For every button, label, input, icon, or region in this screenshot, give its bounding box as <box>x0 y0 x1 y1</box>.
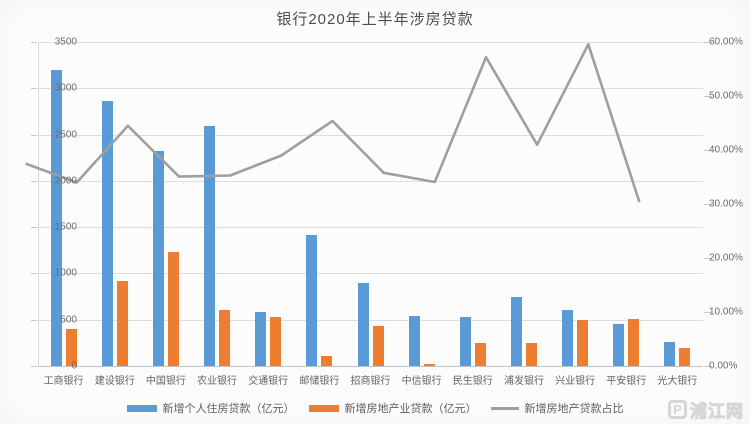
legend-item-loan-ratio: 新增房地产贷款占比 <box>490 400 624 416</box>
right-axis-label: 0.00% <box>709 360 738 372</box>
left-axis-tick <box>31 319 37 321</box>
category-label-11: 兴业银行 <box>555 376 596 387</box>
category-label-13: 光大银行 <box>657 376 698 387</box>
right-axis-tick <box>704 366 712 367</box>
pujiang-watermark: P 浦江网 <box>668 397 744 422</box>
legend-item-personal-housing-loans: 新增个人住房贷款（亿元） <box>126 400 295 416</box>
category-label-5: 交通银行 <box>248 376 289 387</box>
right-axis-label: 20.00% <box>709 252 743 264</box>
left-axis-tick <box>31 180 37 182</box>
left-axis-tick <box>31 134 37 136</box>
right-axis-tick <box>704 312 712 313</box>
legend-item-real-estate-loans: 新增房地产业贷款（亿元） <box>308 400 477 416</box>
right-axis-tick <box>704 258 712 259</box>
category-label-6: 邮储银行 <box>299 376 340 387</box>
right-axis-label: 30.00% <box>709 198 743 210</box>
chart-title: 银行2020年上半年涉房贷款 <box>276 11 474 28</box>
right-axis-label: 40.00% <box>709 144 743 156</box>
right-axis-label: 50.00% <box>709 90 743 102</box>
legend-label: 新增房地产业贷款（亿元） <box>344 403 477 415</box>
category-label-4: 农业银行 <box>197 376 238 387</box>
watermark-text: 浦江网 <box>690 402 744 422</box>
category-label-8: 中信银行 <box>401 376 442 387</box>
right-axis-label: 10.00% <box>709 306 743 318</box>
plot-area <box>38 42 703 366</box>
right-axis-tick <box>704 42 712 43</box>
legend-label: 新增房地产贷款占比 <box>524 403 624 415</box>
category-label-12: 平安银行 <box>606 376 647 387</box>
legend-swatch-gray-line <box>490 406 519 410</box>
gridline <box>38 366 703 367</box>
legend-label: 新增个人住房贷款（亿元） <box>162 403 295 415</box>
right-axis-tick <box>704 204 712 205</box>
category-label-2: 建设银行 <box>94 376 135 387</box>
left-axis-tick <box>31 227 37 229</box>
right-axis-label: 60.00% <box>709 36 743 48</box>
category-label-3: 中国银行 <box>145 376 186 387</box>
right-axis-tick <box>704 96 712 97</box>
pujiang-logo-icon: P <box>668 400 687 419</box>
category-label-10: 浦发银行 <box>503 376 544 387</box>
right-axis-tick <box>704 150 712 151</box>
left-axis-tick <box>31 273 37 275</box>
category-label-9: 民生银行 <box>452 376 493 387</box>
left-axis-tick <box>31 42 37 43</box>
left-axis-tick <box>31 366 37 367</box>
category-label-1: 工商银行 <box>43 376 84 387</box>
category-label-7: 招商银行 <box>350 376 391 387</box>
legend-swatch-orange-bar <box>308 404 339 412</box>
legend-swatch-blue-bar <box>126 404 157 412</box>
chart-legend: 新增个人住房贷款（亿元） 新增房地产业贷款（亿元） 新增房地产贷款占比 <box>0 400 750 416</box>
left-axis-tick <box>31 88 37 90</box>
